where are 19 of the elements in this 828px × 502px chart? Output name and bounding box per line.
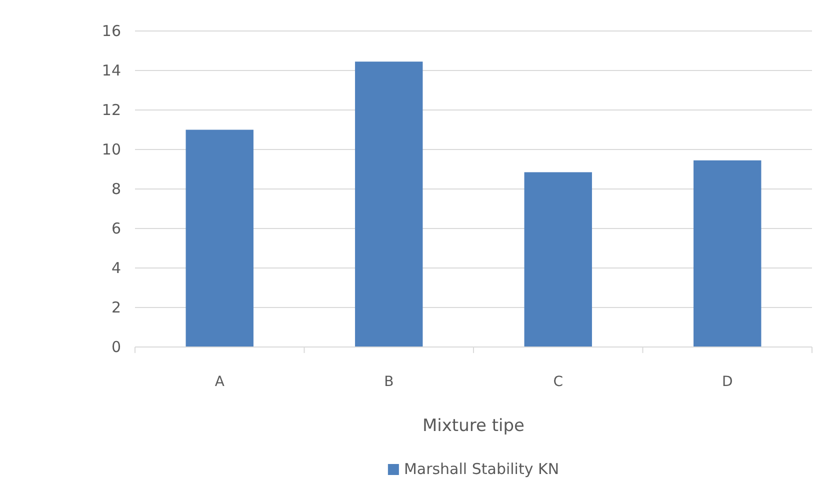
y-tick-label: 2: [111, 298, 121, 316]
x-tick-label: A: [214, 374, 225, 390]
x-tick-label: C: [553, 374, 564, 390]
bar: [524, 172, 592, 347]
bar: [186, 130, 254, 347]
x-axis-title: Mixture tipe: [422, 416, 525, 436]
y-tick-label: 0: [111, 338, 121, 356]
legend-label: Marshall Stability KN: [404, 460, 560, 478]
y-tick-label: 6: [111, 219, 121, 238]
y-tick-label: 4: [111, 258, 121, 277]
y-tick-label: 8: [111, 180, 121, 198]
bar: [694, 160, 762, 347]
y-tick-label: 16: [102, 22, 121, 40]
bar: [355, 62, 423, 347]
y-tick-label: 10: [102, 140, 121, 158]
x-tick-label: D: [722, 374, 733, 390]
x-tick-label: B: [384, 374, 394, 390]
y-tick-label: 12: [102, 100, 121, 119]
y-tick-label: 14: [102, 61, 121, 80]
